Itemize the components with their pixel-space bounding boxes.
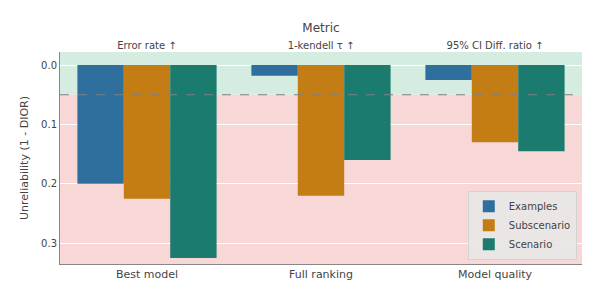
svg-text:Error rate ↑: Error rate ↑ (117, 40, 176, 51)
svg-text:Full ranking: Full ranking (289, 268, 353, 281)
svg-text:Scenario: Scenario (509, 239, 552, 250)
svg-text:Subscenario: Subscenario (509, 220, 570, 231)
svg-text:0.2: 0.2 (41, 178, 57, 189)
svg-text:0.3: 0.3 (41, 238, 57, 249)
svg-text:0.0: 0.0 (41, 60, 57, 71)
svg-text:Model quality: Model quality (458, 268, 533, 281)
svg-text:Best model: Best model (116, 268, 178, 281)
svg-text:Examples: Examples (509, 201, 558, 212)
svg-text:95% CI Diff. ratio ↑: 95% CI Diff. ratio ↑ (447, 40, 544, 51)
svg-text:1-kendell τ ↑: 1-kendell τ ↑ (288, 40, 355, 51)
svg-text:Unreliability (1 - DIOR): Unreliability (1 - DIOR) (18, 96, 31, 220)
svg-text:Metric: Metric (302, 21, 339, 35)
svg-text:0.1: 0.1 (41, 119, 57, 130)
